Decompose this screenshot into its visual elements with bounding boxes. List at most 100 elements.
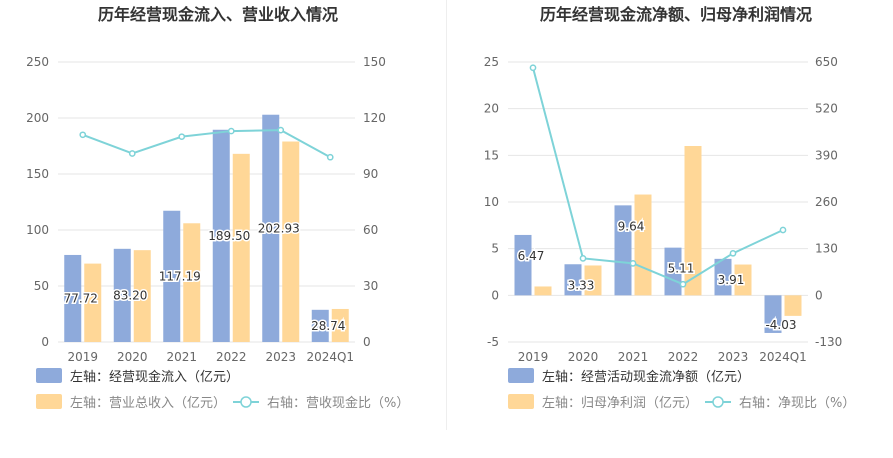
x-axis-tick: 2022 — [668, 350, 699, 364]
bar-primary — [664, 247, 682, 296]
data-label: 202.93 — [258, 221, 300, 235]
right-axis-tick: 30 — [363, 279, 378, 293]
x-axis-tick: 2019 — [518, 350, 549, 364]
data-label: 5.11 — [668, 262, 695, 276]
x-axis-tick: 2024Q1 — [306, 350, 354, 364]
ratio-point — [128, 150, 136, 157]
legend-label: 左轴：营业总收入（亿元） — [70, 396, 226, 411]
left-axis-tick: 25 — [484, 55, 499, 69]
data-label: 77.72 — [64, 291, 98, 305]
ratio-point — [227, 127, 235, 135]
bar-primary — [764, 295, 782, 333]
legend-marker — [240, 396, 252, 408]
left-axis-tick: 20 — [484, 102, 499, 116]
data-label: 3.33 — [568, 278, 595, 292]
right-axis-tick: 130 — [815, 242, 838, 256]
data-label: 3.91 — [718, 273, 745, 287]
data-label: 83.20 — [113, 288, 147, 302]
left-axis-tick: 50 — [34, 279, 49, 293]
ratio-point — [79, 131, 87, 139]
right-axis-tick: 520 — [815, 102, 838, 116]
legend-label: 右轴：净现比（%） — [739, 396, 855, 411]
bar-primary — [564, 264, 582, 296]
data-label: -4.03 — [765, 318, 796, 332]
left-axis-tick: 5 — [491, 242, 499, 256]
bar-primary — [614, 205, 632, 296]
bar-secondary — [534, 286, 552, 296]
data-label: 28.74 — [311, 319, 345, 333]
left-axis-tick: 0 — [41, 335, 49, 349]
bar-secondary — [784, 295, 802, 316]
bar-secondary — [232, 153, 250, 342]
data-label: 9.64 — [618, 219, 645, 233]
bar-secondary — [734, 264, 752, 296]
bar-primary — [163, 210, 181, 342]
ratio-point — [729, 249, 737, 257]
legend-swatch — [508, 368, 534, 383]
left-axis-tick: 0 — [491, 288, 499, 302]
legend-label: 左轴：经营活动现金流净额（亿元） — [542, 369, 750, 385]
right-axis-tick: 60 — [363, 223, 378, 237]
right-axis-tick: 90 — [363, 167, 378, 181]
ratio-point — [326, 153, 334, 161]
ratio-point — [178, 133, 186, 141]
bar-primary — [514, 234, 532, 296]
left-axis-tick: 150 — [26, 167, 49, 181]
x-axis-tick: 2021 — [618, 350, 649, 364]
panel-divider — [446, 0, 447, 430]
ratio-point — [529, 64, 537, 72]
bar-secondary — [133, 250, 151, 342]
right-axis-tick: -130 — [815, 335, 842, 349]
bar-secondary — [584, 265, 602, 296]
data-label: 117.19 — [159, 269, 201, 283]
bar-primary — [212, 129, 230, 342]
bar-secondary — [282, 141, 300, 342]
bar-secondary — [634, 194, 652, 296]
bar-secondary — [684, 146, 702, 296]
ratio-point — [679, 280, 687, 288]
ratio-point — [779, 226, 787, 234]
bar-secondary — [84, 263, 102, 342]
x-axis-tick: 2023 — [718, 350, 749, 364]
x-axis-tick: 2022 — [216, 350, 247, 364]
legend-marker — [712, 396, 724, 408]
legend-label: 左轴：归母净利润（亿元） — [542, 396, 698, 411]
x-axis-tick: 2020 — [568, 350, 599, 364]
bar-primary — [64, 254, 82, 342]
bar-primary — [262, 114, 280, 342]
left-axis-tick: 10 — [484, 195, 499, 209]
x-axis-tick: 2019 — [67, 350, 98, 364]
right-axis-tick: 390 — [815, 148, 838, 162]
bar-primary — [311, 309, 329, 342]
right-axis-tick: 120 — [363, 111, 386, 125]
left-axis-tick: 100 — [26, 223, 49, 237]
right-axis-tick: 650 — [815, 55, 838, 69]
left-axis-tick: 250 — [26, 55, 49, 69]
legend-swatch — [36, 394, 62, 409]
chart-title: 历年经营现金流净额、归母净利润情况 — [540, 5, 812, 24]
left-axis-tick: 200 — [26, 111, 49, 125]
ratio-point — [579, 255, 587, 262]
bar-secondary — [183, 223, 201, 342]
ratio-line — [532, 67, 784, 286]
right-axis-tick: 150 — [363, 55, 386, 69]
ratio-point — [277, 126, 285, 134]
x-axis-tick: 2023 — [265, 350, 296, 364]
data-label: 6.47 — [518, 249, 545, 263]
bar-primary — [714, 258, 732, 296]
legend-swatch — [36, 368, 62, 383]
x-axis-tick: 2020 — [117, 350, 148, 364]
ratio-point — [629, 260, 637, 267]
right-axis-tick: 0 — [815, 288, 823, 302]
legend-label: 左轴：经营现金流入（亿元） — [70, 369, 239, 385]
left-axis-tick: 15 — [484, 148, 499, 162]
legend-label: 右轴：营收现金比（%） — [267, 395, 409, 411]
data-label: 189.50 — [208, 229, 250, 243]
right-axis-tick: 260 — [815, 195, 838, 209]
ratio-line — [82, 129, 331, 159]
bar-secondary — [331, 308, 349, 342]
x-axis-tick: 2024Q1 — [759, 350, 807, 364]
bar-primary — [113, 248, 131, 342]
left-axis-tick: -5 — [487, 335, 499, 349]
